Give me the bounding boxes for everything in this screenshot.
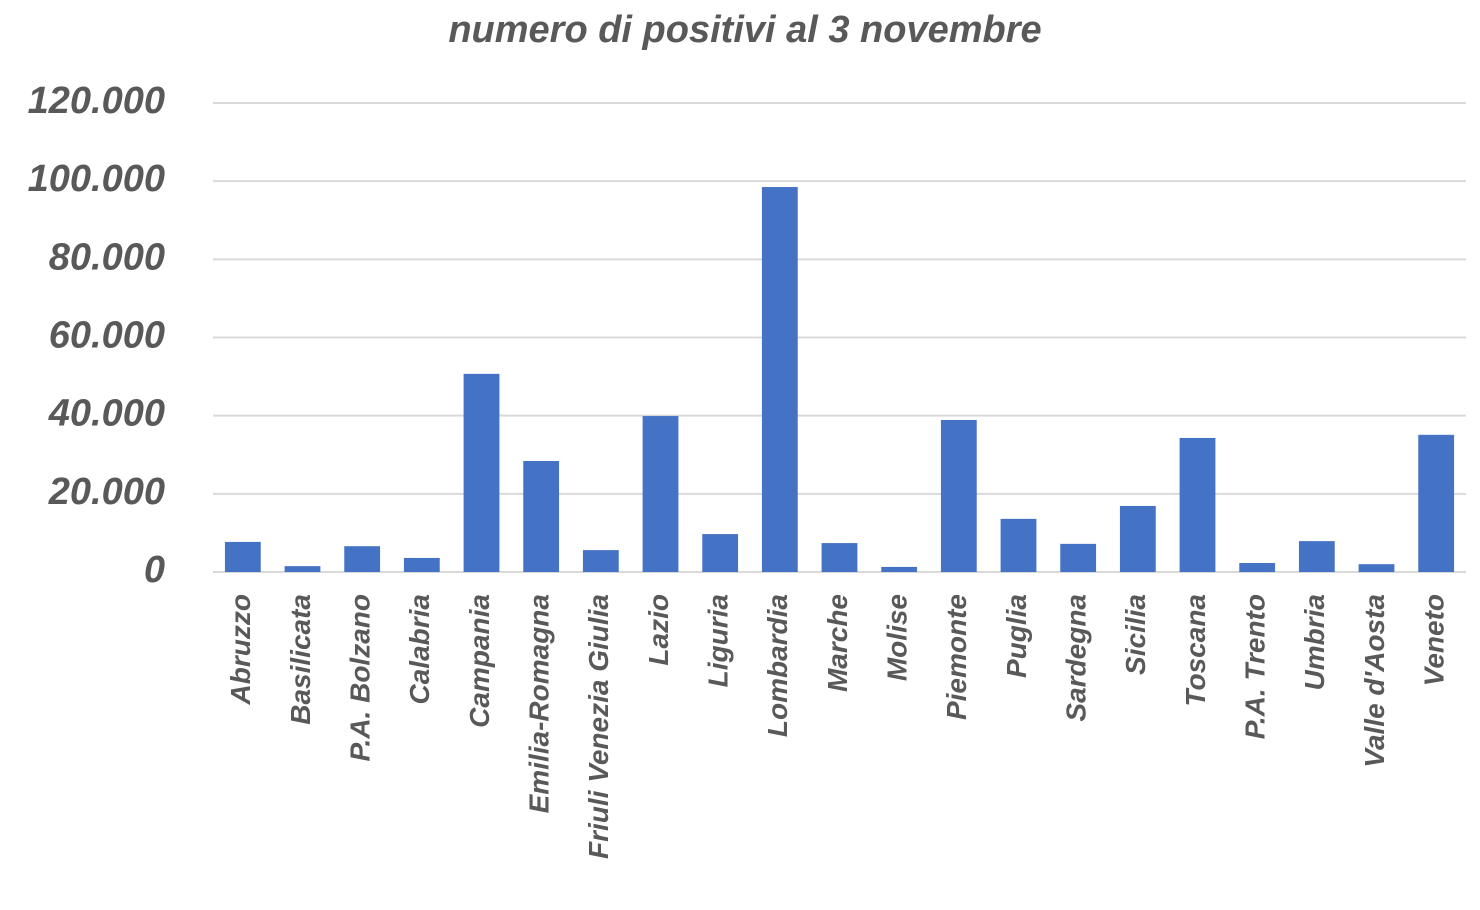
bar xyxy=(1060,543,1097,572)
x-tick-label: Liguria xyxy=(703,594,734,687)
bar xyxy=(1179,437,1216,572)
x-tick-label: Veneto xyxy=(1419,594,1450,686)
x-tick-label: Calabria xyxy=(404,594,435,705)
y-tick-label: 80.000 xyxy=(49,236,165,278)
bar xyxy=(881,566,918,572)
bar xyxy=(463,373,500,572)
x-tick-label: Basilicata xyxy=(285,594,316,725)
bar xyxy=(702,534,739,572)
x-tick-label: Lazio xyxy=(643,594,674,666)
x-tick-label: Sicilia xyxy=(1120,594,1151,675)
bar xyxy=(761,187,798,572)
y-tick-label: 20.000 xyxy=(48,471,165,513)
x-tick-label: Molise xyxy=(882,594,913,681)
bar xyxy=(523,461,560,572)
y-tick-label: 0 xyxy=(144,549,165,591)
bar xyxy=(1000,518,1037,572)
bar xyxy=(642,416,679,572)
x-tick-label: Campania xyxy=(464,594,495,728)
y-tick-label: 40.000 xyxy=(48,393,165,435)
x-tick-label: Valle d'Aosta xyxy=(1359,594,1390,768)
x-tick-label: P.A. Trento xyxy=(1240,594,1271,739)
bar xyxy=(403,557,440,572)
y-tick-label: 60.000 xyxy=(49,315,165,357)
bar xyxy=(1119,505,1156,572)
bar xyxy=(1418,434,1455,572)
bar xyxy=(582,550,619,572)
x-tick-label: Sardegna xyxy=(1061,594,1092,722)
x-tick-label: Toscana xyxy=(1180,594,1211,707)
x-tick-label: Abruzzo xyxy=(225,594,256,705)
bar xyxy=(344,546,381,572)
bar xyxy=(284,566,321,572)
y-tick-label: 120.000 xyxy=(28,80,165,122)
bar xyxy=(224,541,261,572)
bar xyxy=(821,543,858,572)
bar xyxy=(940,419,977,572)
bar xyxy=(1239,563,1276,572)
bar xyxy=(1358,564,1395,572)
y-tick-label: 100.000 xyxy=(28,158,165,200)
x-tick-label: Marche xyxy=(822,594,853,692)
x-tick-label: Piemonte xyxy=(941,594,972,720)
chart-title: numero di positivi al 3 novembre xyxy=(448,9,1041,51)
x-tick-label: P.A. Bolzano xyxy=(345,594,376,762)
bar xyxy=(1298,541,1335,572)
x-tick-label: Lombardia xyxy=(762,594,793,737)
x-tick-label: Friuli Venezia Giulia xyxy=(583,594,614,859)
x-tick-label: Emilia-Romagna xyxy=(524,594,555,813)
x-tick-label: Puglia xyxy=(1001,594,1032,678)
x-tick-label: Umbria xyxy=(1299,594,1330,690)
